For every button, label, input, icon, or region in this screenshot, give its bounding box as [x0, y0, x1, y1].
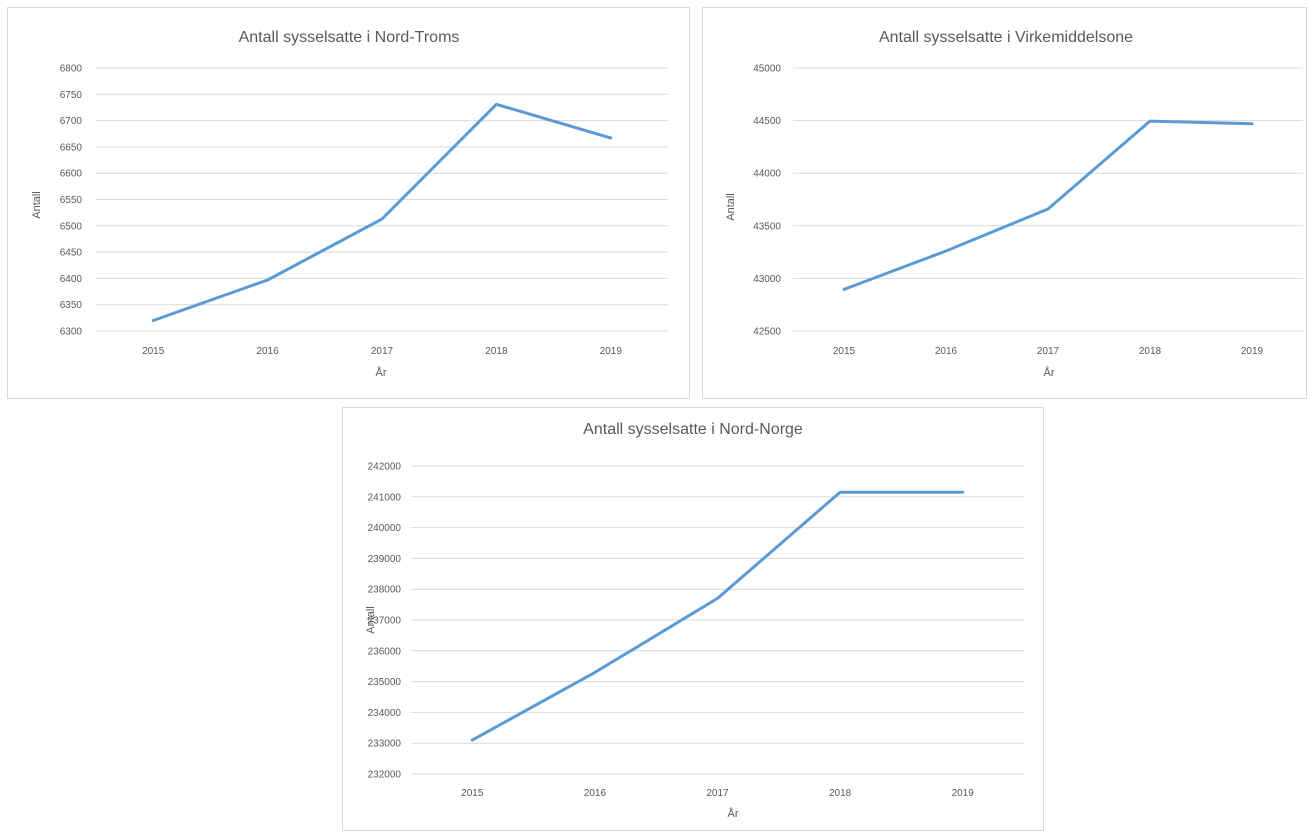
chart-panel-nord-norge: Antall sysselsatte i Nord-Norge Antall Å… [342, 407, 1044, 831]
y-tick-label: 6700 [60, 116, 83, 127]
x-tick-label: 2017 [371, 346, 394, 357]
x-tick-label: 2018 [1139, 346, 1162, 357]
chart-nord-norge: Antall sysselsatte i Nord-Norge Antall Å… [365, 421, 1024, 820]
y-tick-label: 44500 [753, 116, 781, 127]
series-line [470, 490, 965, 742]
y-tick-label: 233000 [368, 739, 402, 750]
y-tick-label: 6800 [60, 64, 83, 75]
x-axis-title: År [376, 366, 387, 379]
x-tick-label: 2018 [485, 346, 508, 357]
y-tick-label: 235000 [368, 677, 402, 688]
chart-title: Antall sysselsatte i Nord-Troms [239, 29, 460, 46]
x-tick-label: 2016 [584, 788, 607, 799]
y-tick-label: 6400 [60, 274, 83, 285]
y-tick-label: 43000 [753, 274, 781, 285]
y-tick-label: 232000 [368, 770, 402, 781]
y-tick-label: 6300 [60, 327, 83, 338]
chart-panel-nord-troms: Antall sysselsatte i Nord-Troms Antall Å… [7, 7, 690, 399]
y-tick-label: 6500 [60, 221, 83, 232]
x-tick-label: 2019 [600, 346, 623, 357]
chart-virkemiddelsone: Antall sysselsatte i Virkemiddelsone Ant… [725, 29, 1303, 379]
y-tick-label: 42500 [753, 327, 781, 338]
y-tick-label: 6450 [60, 248, 83, 259]
x-tick-label: 2016 [935, 346, 958, 357]
y-tick-label: 6650 [60, 142, 83, 153]
y-axis-title: Antall [725, 193, 737, 221]
x-tick-label: 2015 [142, 346, 165, 357]
series-line [842, 119, 1254, 291]
x-tick-label: 2016 [256, 346, 279, 357]
y-tick-label: 43500 [753, 221, 781, 232]
series-line [151, 102, 613, 322]
x-tick-label: 2019 [952, 788, 975, 799]
y-tick-label: 44000 [753, 169, 781, 180]
x-tick-label: 2018 [829, 788, 852, 799]
x-tick-label: 2019 [1241, 346, 1264, 357]
y-tick-label: 242000 [368, 462, 402, 473]
x-tick-label: 2017 [706, 788, 729, 799]
y-tick-label: 6550 [60, 195, 83, 206]
x-axis-title: År [728, 807, 739, 820]
y-tick-label: 6750 [60, 90, 83, 101]
chart-title: Antall sysselsatte i Nord-Norge [583, 421, 803, 438]
y-tick-label: 234000 [368, 708, 402, 719]
y-tick-label: 238000 [368, 585, 402, 596]
y-tick-label: 6600 [60, 169, 83, 180]
y-tick-label: 236000 [368, 646, 402, 657]
y-tick-label: 239000 [368, 554, 402, 565]
y-axis-title: Antall [365, 606, 377, 634]
y-tick-label: 6350 [60, 300, 83, 311]
x-tick-label: 2017 [1037, 346, 1060, 357]
y-axis-title: Antall [31, 191, 43, 219]
chart-title: Antall sysselsatte i Virkemiddelsone [879, 29, 1133, 46]
x-tick-label: 2015 [461, 788, 484, 799]
y-tick-label: 240000 [368, 523, 402, 534]
y-tick-label: 237000 [368, 616, 402, 627]
x-tick-label: 2015 [833, 346, 856, 357]
chart-panel-virkemiddelsone: Antall sysselsatte i Virkemiddelsone Ant… [702, 7, 1307, 399]
chart-nord-troms: Antall sysselsatte i Nord-Troms Antall Å… [31, 29, 668, 379]
y-tick-label: 241000 [368, 492, 402, 503]
x-axis-title: År [1044, 366, 1055, 379]
y-tick-label: 45000 [753, 64, 781, 75]
